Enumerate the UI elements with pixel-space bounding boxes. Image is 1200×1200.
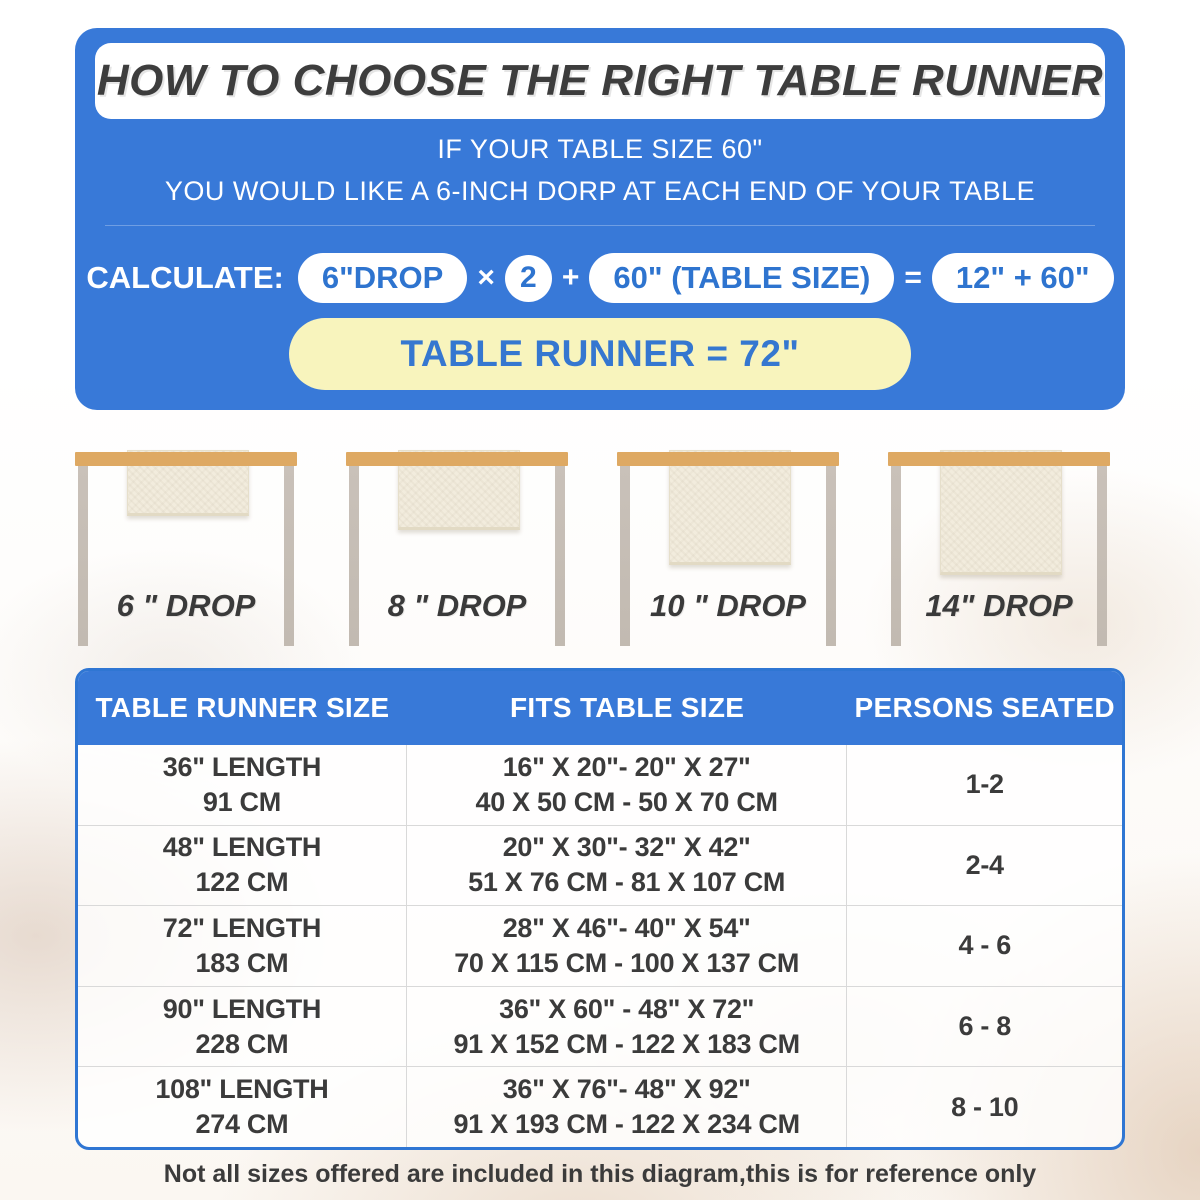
table-row: 48" LENGTH 122 CM 20" X 30"- 32" X 42" 5…	[78, 824, 1122, 906]
persons-count: 6 - 8	[958, 1011, 1011, 1042]
fits-inches: 16" X 20"- 20" X 27"	[502, 751, 751, 782]
fits-cm: 70 X 115 CM - 100 X 137 CM	[454, 947, 800, 978]
fits-inches: 20" X 30"- 32" X 42"	[502, 832, 751, 863]
hero-panel: HOW TO CHOOSE THE RIGHT TABLE RUNNER IF …	[75, 28, 1125, 410]
persons-count: 4 - 6	[958, 930, 1011, 961]
size-cm: 91 CM	[202, 786, 281, 817]
tabletop-illustration	[346, 452, 568, 466]
cell-fits-size: 16" X 20"- 20" X 27" 40 X 50 CM - 50 X 7…	[407, 745, 848, 825]
size-cm: 228 CM	[195, 1028, 289, 1059]
table-leg	[826, 466, 836, 646]
size-chart-table: TABLE RUNNER SIZE FITS TABLE SIZE PERSON…	[75, 668, 1125, 1150]
fits-inches: 28" X 46"- 40" X 54"	[502, 912, 751, 943]
times-sign: ×	[477, 261, 495, 294]
cell-fits-size: 20" X 30"- 32" X 42" 51 X 76 CM - 81 X 1…	[407, 825, 848, 906]
table-figure-14in: 14" DROP	[888, 440, 1110, 660]
plus-sign: +	[561, 261, 580, 294]
fits-inches: 36" X 76"- 48" X 92"	[502, 1074, 751, 1105]
size-inches: 36" LENGTH	[162, 751, 322, 782]
title-box: HOW TO CHOOSE THE RIGHT TABLE RUNNER	[95, 43, 1105, 119]
cell-persons: 8 - 10	[847, 1067, 1122, 1147]
table-leg	[891, 466, 901, 646]
cell-persons: 6 - 8	[847, 987, 1122, 1067]
calculate-label: CALCULATE:	[86, 260, 284, 295]
table-leg	[555, 466, 565, 646]
table-figure-8in: 8 " DROP	[346, 440, 568, 660]
cell-runner-size: 48" LENGTH 122 CM	[78, 825, 407, 906]
drop-label: 14" DROP	[925, 588, 1073, 623]
table-leg	[620, 466, 630, 646]
drop-label: 8 " DROP	[387, 588, 527, 623]
table-leg	[78, 466, 88, 646]
size-inches: 48" LENGTH	[162, 832, 322, 863]
table-row: 90" LENGTH 228 CM 36" X 60" - 48" X 72" …	[78, 985, 1122, 1067]
persons-count: 8 - 10	[951, 1091, 1019, 1122]
equals-sign: =	[904, 261, 922, 294]
drop-label: 6 " DROP	[116, 588, 256, 623]
tabletop-illustration	[75, 452, 297, 466]
fits-inches: 36" X 60" - 48" X 72"	[499, 993, 755, 1024]
drop-value-pill: 6"DROP	[297, 253, 468, 303]
table-body: 36" LENGTH 91 CM 16" X 20"- 20" X 27" 40…	[78, 745, 1122, 1147]
size-cm: 183 CM	[195, 947, 289, 978]
size-inches: 90" LENGTH	[162, 993, 322, 1024]
multiplier-circle: 2	[504, 254, 552, 302]
persons-count: 2-4	[965, 849, 1004, 880]
size-inches: 72" LENGTH	[162, 912, 322, 943]
page-title: HOW TO CHOOSE THE RIGHT TABLE RUNNER	[96, 56, 1104, 105]
header-fits-table-size: FITS TABLE SIZE	[510, 692, 745, 723]
fits-cm: 51 X 76 CM - 81 X 107 CM	[468, 867, 786, 898]
table-leg	[284, 466, 294, 646]
subtitle-line-2: YOU WOULD LIKE A 6-INCH DORP AT EACH END…	[164, 176, 1036, 206]
tabletop-illustration	[888, 452, 1110, 466]
divider	[105, 225, 1095, 226]
cell-persons: 2-4	[847, 826, 1122, 906]
table-row: 36" LENGTH 91 CM 16" X 20"- 20" X 27" 40…	[78, 745, 1122, 825]
cell-persons: 1-2	[847, 745, 1122, 825]
drop-illustrations: 6 " DROP 8 " DROP 10 " DROP 14" DROP	[75, 440, 1110, 660]
cell-runner-size: 90" LENGTH 228 CM	[78, 986, 407, 1067]
table-leg	[349, 466, 359, 646]
table-figure-10in: 10 " DROP	[617, 440, 839, 660]
cell-runner-size: 108" LENGTH 274 CM	[78, 1067, 407, 1147]
table-size-pill: 60" (TABLE SIZE)	[589, 253, 895, 303]
header-runner-size: TABLE RUNNER SIZE	[95, 692, 390, 723]
result-pill: TABLE RUNNER = 72"	[289, 318, 911, 390]
table-leg	[1097, 466, 1107, 646]
subtitle-line-1: IF YOUR TABLE SIZE 60"	[437, 134, 763, 164]
cell-runner-size: 36" LENGTH 91 CM	[78, 745, 407, 825]
fits-cm: 40 X 50 CM - 50 X 70 CM	[475, 786, 779, 817]
cell-fits-size: 36" X 60" - 48" X 72" 91 X 152 CM - 122 …	[407, 986, 848, 1067]
table-row: 72" LENGTH 183 CM 28" X 46"- 40" X 54" 7…	[78, 905, 1122, 986]
persons-count: 1-2	[965, 769, 1004, 800]
cell-persons: 4 - 6	[847, 906, 1122, 986]
cell-fits-size: 36" X 76"- 48" X 92" 91 X 193 CM - 122 X…	[407, 1067, 848, 1147]
disclaimer-note: Not all sizes offered are included in th…	[163, 1160, 1037, 1188]
table-header-row: TABLE RUNNER SIZE FITS TABLE SIZE PERSON…	[78, 671, 1122, 745]
size-cm: 274 CM	[195, 1109, 289, 1140]
runner-illustration	[669, 450, 791, 565]
cell-runner-size: 72" LENGTH 183 CM	[78, 906, 407, 986]
fits-cm: 91 X 193 CM - 122 X 234 CM	[453, 1109, 800, 1140]
fits-cm: 91 X 152 CM - 122 X 183 CM	[453, 1028, 800, 1059]
size-cm: 122 CM	[195, 867, 289, 898]
drop-label: 10 " DROP	[650, 588, 806, 623]
table-row: 108" LENGTH 274 CM 36" X 76"- 48" X 92" …	[78, 1066, 1122, 1147]
table-figure-6in: 6 " DROP	[75, 440, 297, 660]
size-inches: 108" LENGTH	[155, 1074, 329, 1105]
cell-fits-size: 28" X 46"- 40" X 54" 70 X 115 CM - 100 X…	[407, 906, 848, 986]
calculation-row: CALCULATE: 6"DROP × 2 + 60" (TABLE SIZE)…	[75, 252, 1125, 304]
sum-pill: 12" + 60"	[931, 253, 1114, 303]
header-persons-seated: PERSONS SEATED	[854, 692, 1115, 723]
tabletop-illustration	[617, 452, 839, 466]
runner-illustration	[940, 450, 1062, 575]
